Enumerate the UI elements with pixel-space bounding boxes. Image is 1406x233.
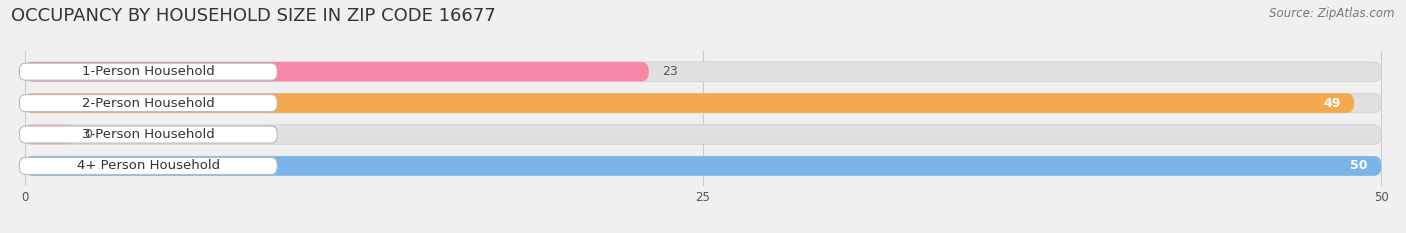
Text: 0: 0 [84, 128, 93, 141]
Text: 4+ Person Household: 4+ Person Household [77, 159, 219, 172]
FancyBboxPatch shape [25, 156, 1381, 176]
FancyBboxPatch shape [20, 158, 277, 175]
FancyBboxPatch shape [25, 125, 73, 144]
Text: 50: 50 [1350, 159, 1368, 172]
Text: 3-Person Household: 3-Person Household [82, 128, 215, 141]
FancyBboxPatch shape [25, 93, 1354, 113]
Text: 2-Person Household: 2-Person Household [82, 97, 215, 110]
Text: 49: 49 [1323, 97, 1340, 110]
Text: 1-Person Household: 1-Person Household [82, 65, 215, 78]
FancyBboxPatch shape [20, 63, 277, 80]
FancyBboxPatch shape [20, 95, 277, 112]
FancyBboxPatch shape [25, 93, 1381, 113]
Text: 23: 23 [662, 65, 678, 78]
FancyBboxPatch shape [20, 126, 277, 143]
FancyBboxPatch shape [25, 156, 1381, 176]
FancyBboxPatch shape [25, 125, 1381, 144]
FancyBboxPatch shape [25, 62, 1381, 81]
Text: OCCUPANCY BY HOUSEHOLD SIZE IN ZIP CODE 16677: OCCUPANCY BY HOUSEHOLD SIZE IN ZIP CODE … [11, 7, 496, 25]
Text: Source: ZipAtlas.com: Source: ZipAtlas.com [1270, 7, 1395, 20]
FancyBboxPatch shape [25, 62, 648, 81]
